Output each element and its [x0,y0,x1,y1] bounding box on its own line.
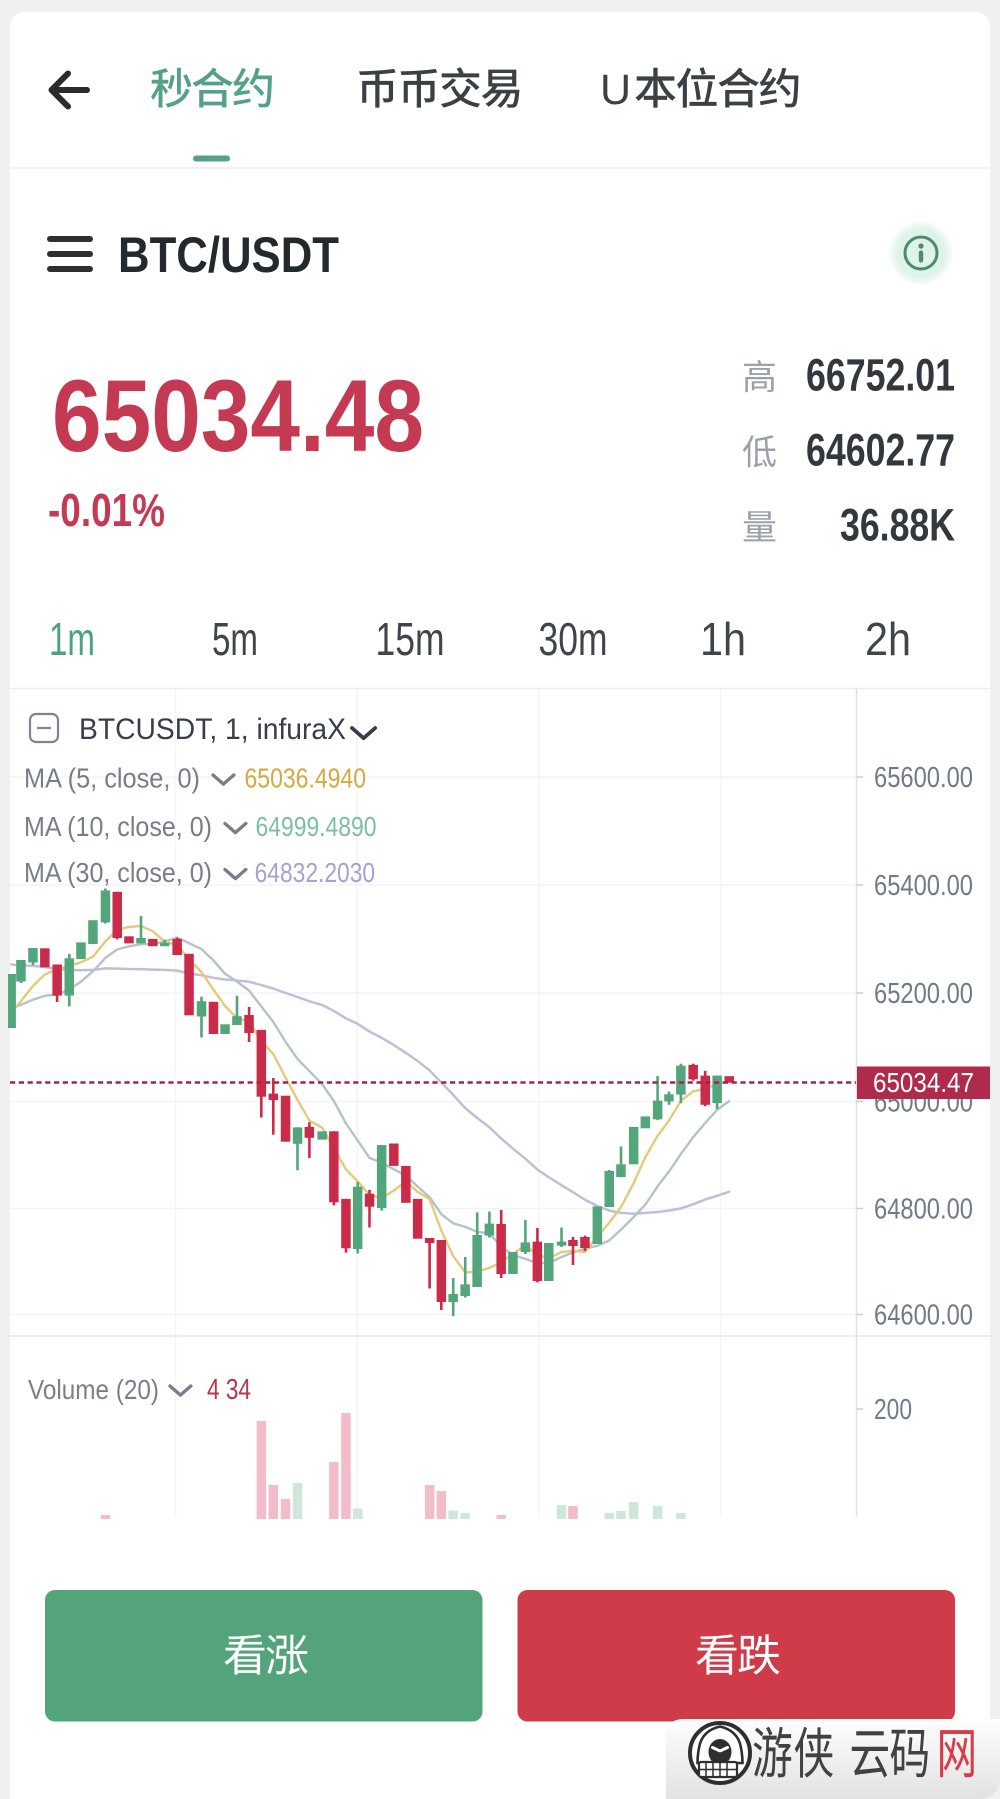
svg-text:MA (5, close, 0): MA (5, close, 0) [24,763,200,794]
svg-text:65036.4940: 65036.4940 [245,763,367,794]
svg-text:30m: 30m [539,613,608,665]
svg-text:1h: 1h [700,613,746,665]
svg-text:64602.77: 64602.77 [806,425,955,476]
svg-text:Volume (20): Volume (20) [28,1374,159,1405]
svg-text:65200.00: 65200.00 [874,978,973,1010]
svg-text:1m: 1m [49,613,95,665]
svg-text:64999.4890: 64999.4890 [256,811,377,842]
svg-text:200: 200 [874,1394,912,1426]
svg-text:MA (10, close, 0): MA (10, close, 0) [24,811,212,842]
svg-text:MA (30, close, 0): MA (30, close, 0) [24,857,212,888]
svg-text:BTC/USDT: BTC/USDT [118,227,339,283]
svg-text:65034.48: 65034.48 [52,359,424,473]
svg-text:U: U [600,66,631,114]
svg-text:BTCUSDT, 1, infuraX: BTCUSDT, 1, infuraX [79,713,346,746]
svg-text:36.88K: 36.88K [840,500,955,551]
svg-text:66752.01: 66752.01 [806,350,955,401]
svg-text:5m: 5m [212,613,258,665]
svg-text:15m: 15m [376,613,445,665]
svg-text:65034.47: 65034.47 [873,1067,974,1098]
svg-text:64800.00: 64800.00 [874,1194,973,1226]
svg-text:-0.01%: -0.01% [48,484,165,536]
svg-text:64600.00: 64600.00 [874,1300,973,1332]
svg-text:65400.00: 65400.00 [874,870,973,902]
svg-text:2h: 2h [865,613,911,665]
svg-text:64832.2030: 64832.2030 [255,857,376,888]
svg-text:65600.00: 65600.00 [874,762,973,794]
svg-text:4 34: 4 34 [207,1374,251,1406]
